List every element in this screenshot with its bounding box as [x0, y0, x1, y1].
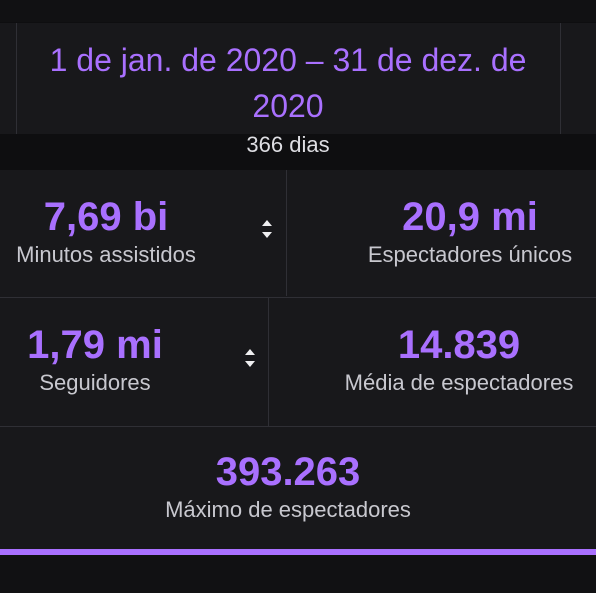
stat-followers[interactable]: 1,79 mi Seguidores: [0, 322, 190, 396]
stats-divider: [268, 298, 269, 426]
stats-row-1: 7,69 bi Minutos assistidos 20,9 mi Espec…: [0, 170, 596, 296]
stat-unique-viewers[interactable]: 20,9 mi Espectadores únicos: [344, 194, 596, 268]
stat-value: 14.839: [397, 323, 521, 367]
stat-value: 20,9 mi: [402, 195, 538, 239]
stat-label: Seguidores: [39, 370, 151, 395]
date-range-label[interactable]: 1 de jan. de 2020 – 31 de dez. de 2020: [49, 42, 527, 124]
stats-row-2: 1,79 mi Seguidores 14.839 Média de espec…: [0, 297, 596, 426]
stat-label: Espectadores únicos: [367, 242, 573, 267]
stat-max-viewers[interactable]: 393.263 Máximo de espectadores: [128, 449, 448, 523]
stat-value: 1,79 mi: [27, 323, 163, 367]
stats-row-3: 393.263 Máximo de espectadores: [0, 426, 596, 551]
date-range-header: 1 de jan. de 2020 – 31 de dez. de 2020: [0, 22, 596, 135]
days-count: 366 dias: [246, 132, 330, 157]
stat-label: Máximo de espectadores: [165, 497, 411, 522]
top-strip: [0, 0, 596, 22]
stat-label: Média de espectadores: [344, 370, 574, 395]
stats-divider: [286, 170, 287, 296]
stat-avg-viewers[interactable]: 14.839 Média de espectadores: [322, 322, 596, 396]
stat-minutes-watched[interactable]: 7,69 bi Minutos assistidos: [0, 194, 216, 268]
accent-underline: [0, 549, 596, 555]
stat-label: Minutos assistidos: [16, 242, 196, 267]
stat-value: 7,69 bi: [43, 195, 169, 239]
bottom-strip: [0, 555, 596, 593]
days-band: 366 dias: [0, 134, 596, 170]
date-band-divider-right: [560, 23, 561, 135]
stat-value: 393.263: [215, 450, 361, 494]
sort-toggle-icon[interactable]: [239, 344, 261, 372]
sort-toggle-icon[interactable]: [256, 215, 278, 243]
date-band-divider-left: [16, 23, 17, 135]
